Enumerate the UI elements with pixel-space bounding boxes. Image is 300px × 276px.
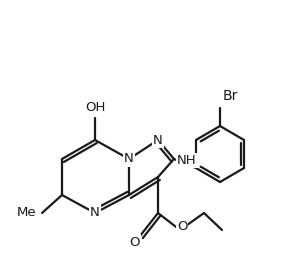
Text: Me: Me xyxy=(16,206,36,219)
Text: N: N xyxy=(153,134,163,147)
Text: Br: Br xyxy=(223,89,239,103)
Text: N: N xyxy=(90,206,100,219)
Text: OH: OH xyxy=(85,101,105,114)
Text: O: O xyxy=(177,219,187,232)
Text: NH: NH xyxy=(177,154,197,167)
Text: O: O xyxy=(130,235,140,248)
Text: N: N xyxy=(124,153,134,166)
